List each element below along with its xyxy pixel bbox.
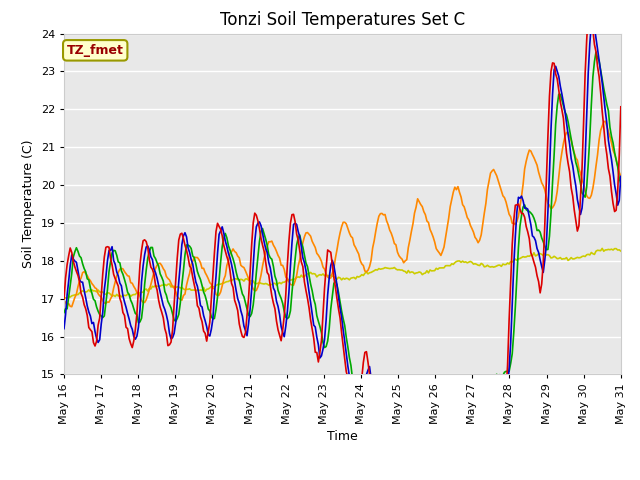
X-axis label: Time: Time <box>327 430 358 443</box>
Text: TZ_fmet: TZ_fmet <box>67 44 124 57</box>
Y-axis label: Soil Temperature (C): Soil Temperature (C) <box>22 140 35 268</box>
Title: Tonzi Soil Temperatures Set C: Tonzi Soil Temperatures Set C <box>220 11 465 29</box>
